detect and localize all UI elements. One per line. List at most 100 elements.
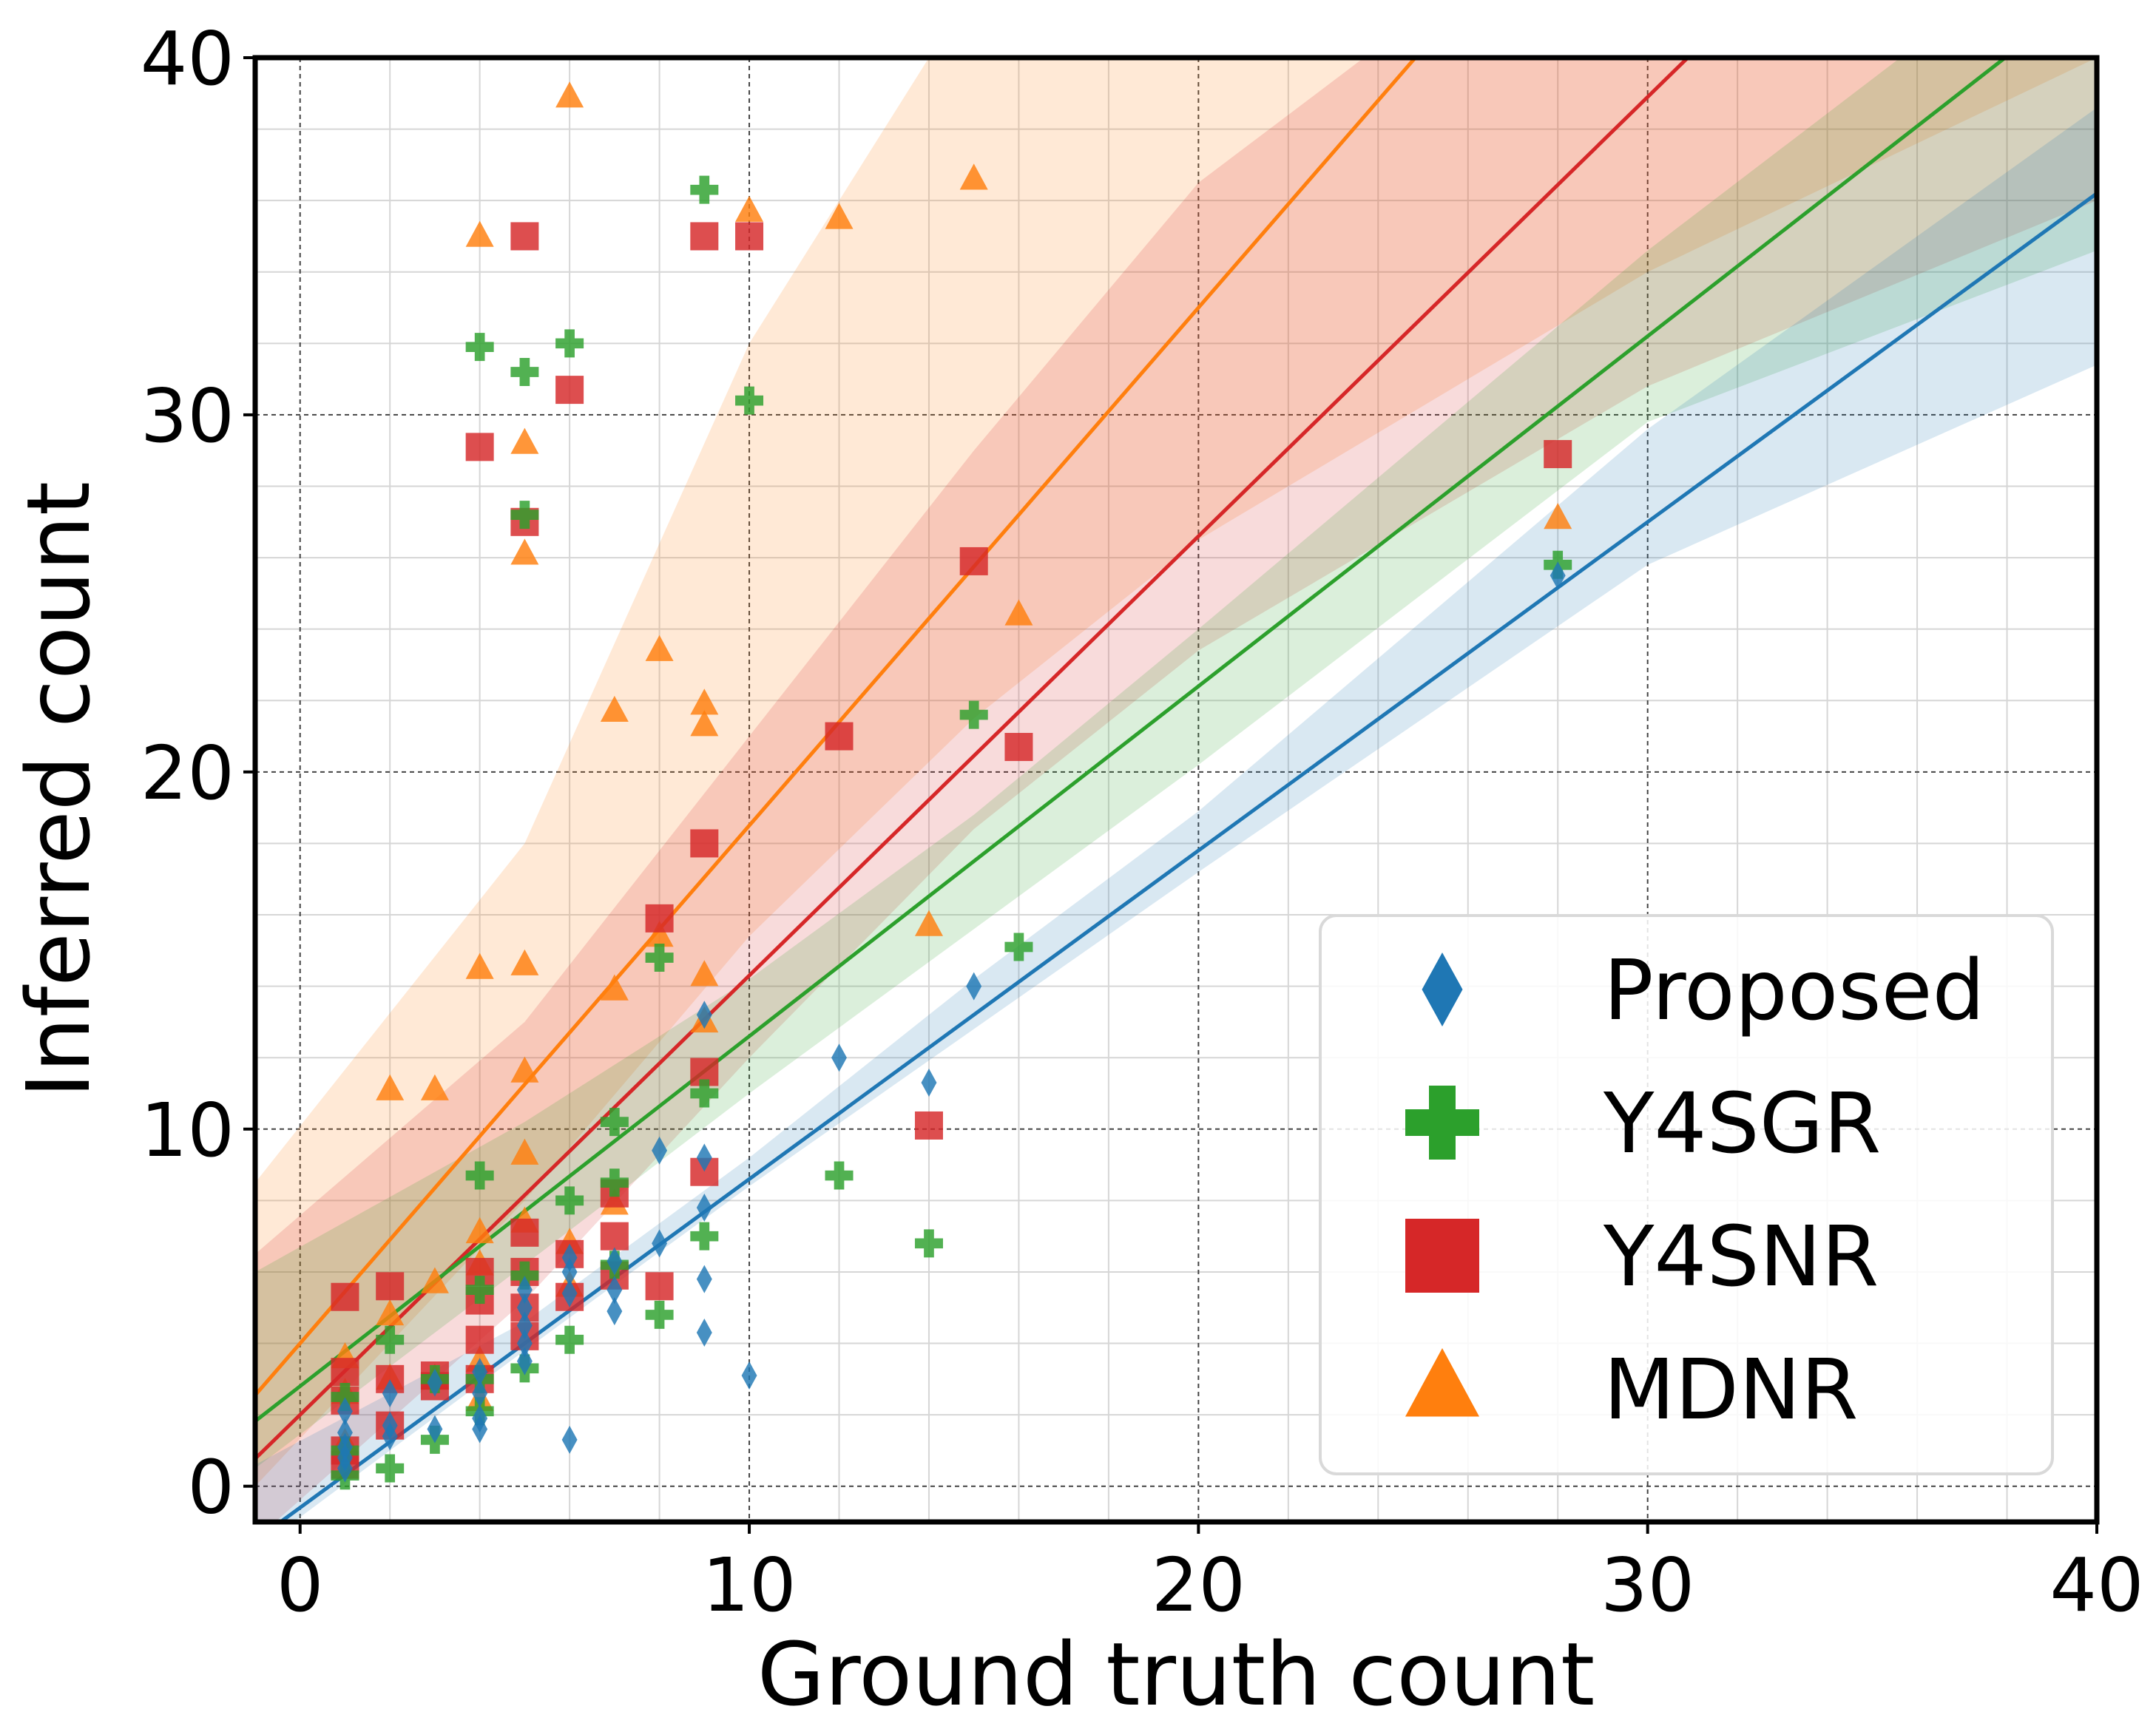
data-point-y4sgr <box>645 943 674 972</box>
data-point-y4snr <box>331 1282 359 1311</box>
data-point-y4snr <box>1544 440 1572 469</box>
data-point-mdnr <box>735 195 764 222</box>
data-point-mdnr <box>465 953 494 979</box>
data-point-y4snr <box>465 433 494 461</box>
data-point-proposed <box>472 1358 488 1387</box>
data-point-y4snr <box>690 222 719 251</box>
x-tick-label: 30 <box>1601 1542 1694 1628</box>
data-point-y4snr <box>959 547 988 575</box>
data-point-proposed <box>516 1329 533 1358</box>
data-point-proposed <box>516 1311 533 1340</box>
confidence-band-proposed <box>255 107 2097 1522</box>
data-point-proposed <box>652 1229 668 1258</box>
data-point-mdnr <box>465 1217 494 1244</box>
data-point-y4snr <box>510 1218 539 1247</box>
data-point-proposed <box>516 1347 533 1376</box>
y-axis-label: Inferred count <box>7 481 109 1098</box>
data-point-proposed <box>561 1279 578 1307</box>
legend-marker-y4snr <box>1405 1219 1479 1293</box>
y-tick-label: 0 <box>187 1444 234 1531</box>
data-point-y4sgr <box>690 1079 719 1108</box>
data-point-y4snr <box>465 1325 494 1354</box>
data-point-y4sgr <box>376 1325 405 1354</box>
fit-line-proposed <box>277 192 2097 1522</box>
data-point-proposed <box>516 1276 533 1305</box>
data-point-mdnr <box>825 203 854 229</box>
data-point-y4sgr <box>555 1325 584 1354</box>
data-point-y4snr <box>690 829 719 858</box>
fit-line-y4sgr <box>255 58 2009 1423</box>
data-point-proposed <box>696 1265 712 1293</box>
data-point-mdnr <box>914 910 943 936</box>
data-point-proposed <box>921 1069 937 1097</box>
data-point-proposed <box>561 1243 578 1272</box>
legend-marker-proposed <box>1422 953 1463 1026</box>
data-point-proposed <box>337 1397 353 1426</box>
data-point-mdnr <box>510 1138 539 1165</box>
data-point-y4sgr <box>735 386 764 415</box>
data-point-y4snr <box>735 222 764 251</box>
data-point-proposed <box>516 1293 533 1322</box>
data-point-proposed <box>741 1361 757 1390</box>
data-point-y4snr <box>510 222 539 251</box>
data-point-mdnr <box>420 1267 449 1293</box>
data-point-mdnr <box>645 921 674 947</box>
data-point-mdnr <box>1544 503 1572 529</box>
data-point-proposed <box>966 972 982 1001</box>
data-point-proposed <box>472 1404 488 1432</box>
data-point-y4snr <box>914 1111 943 1140</box>
legend-marker-mdnr <box>1405 1348 1479 1417</box>
data-point-y4snr <box>1004 733 1033 762</box>
data-point-proposed <box>696 1001 712 1029</box>
data-point-mdnr <box>600 974 629 1001</box>
data-point-proposed <box>606 1247 623 1276</box>
data-point-mdnr <box>376 1074 405 1100</box>
data-point-mdnr <box>510 427 539 454</box>
y-tick-label: 30 <box>141 373 234 459</box>
legend-label-y4sgr: Y4SGR <box>1603 1076 1881 1172</box>
data-point-proposed <box>561 1425 578 1454</box>
data-point-proposed <box>831 1043 847 1072</box>
confidence-band-mdnr <box>255 58 2097 1486</box>
legend-label-proposed: Proposed <box>1604 943 1985 1039</box>
legend: Proposed Y4SGR Y4SNR MDNR <box>1319 914 2054 1475</box>
fit-line-mdnr <box>255 58 1418 1397</box>
data-point-y4sgr <box>510 1261 539 1290</box>
data-point-y4sgr <box>600 1108 629 1137</box>
data-point-y4sgr <box>555 1186 584 1215</box>
legend-marker-y4sgr <box>1405 1086 1479 1160</box>
y-tick-label: 10 <box>141 1087 234 1174</box>
legend-frame <box>1319 914 2054 1475</box>
data-point-proposed <box>696 1194 712 1222</box>
y-tick-label: 20 <box>141 730 234 816</box>
data-point-proposed <box>337 1454 353 1483</box>
data-point-y4sgr <box>331 1382 359 1411</box>
x-axis-label: Ground truth count <box>757 1623 1595 1725</box>
data-point-y4sgr <box>914 1229 943 1258</box>
data-point-y4snr <box>376 1272 405 1301</box>
confidence-band-y4sgr <box>255 58 2097 1469</box>
legend-label-y4snr: Y4SNR <box>1603 1209 1879 1305</box>
x-tick-label: 20 <box>1152 1542 1246 1628</box>
data-point-mdnr <box>555 81 584 108</box>
data-point-y4sgr <box>690 1222 719 1251</box>
legend-label-mdnr: MDNR <box>1604 1342 1858 1438</box>
x-tick-label: 10 <box>702 1542 796 1628</box>
data-point-mdnr <box>376 1299 405 1326</box>
data-point-y4sgr <box>465 333 494 362</box>
data-point-mdnr <box>510 538 539 565</box>
y-axis-ticks: 0 10 20 30 40 <box>141 16 255 1531</box>
data-point-proposed <box>561 1257 578 1286</box>
fit-line-y4snr <box>255 58 1691 1461</box>
data-point-mdnr <box>959 163 988 190</box>
data-point-mdnr <box>690 710 719 737</box>
data-point-y4sgr <box>600 1168 629 1197</box>
data-point-y4snr <box>645 1272 674 1301</box>
data-point-proposed <box>1550 561 1566 590</box>
data-point-proposed <box>427 1415 443 1444</box>
data-point-y4sgr <box>1004 933 1033 961</box>
data-point-y4sgr <box>510 357 539 386</box>
data-point-proposed <box>472 1379 488 1408</box>
data-point-y4snr <box>825 722 854 751</box>
data-point-y4snr <box>600 1222 629 1251</box>
